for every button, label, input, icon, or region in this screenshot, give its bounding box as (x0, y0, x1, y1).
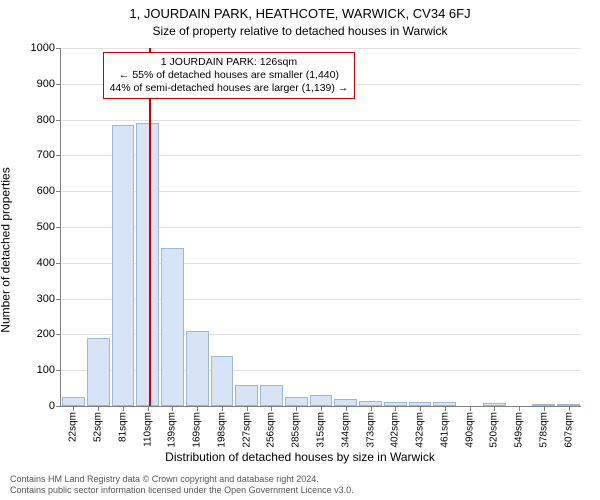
x-tick-mark (123, 406, 124, 411)
y-tick-label: 1000 (31, 42, 55, 54)
x-tick-mark (420, 406, 421, 411)
gridline (61, 48, 581, 49)
x-tick-mark (271, 406, 272, 411)
x-tick-label: 285sqm (291, 412, 302, 448)
histogram-bar (334, 399, 357, 406)
x-tick-mark (470, 406, 471, 411)
y-tick-mark (56, 263, 61, 264)
y-tick-label: 600 (37, 185, 55, 197)
x-tick-mark (321, 406, 322, 411)
x-tick-label: 315sqm (316, 412, 327, 448)
x-tick-mark (197, 406, 198, 411)
x-tick-label: 607sqm (563, 412, 574, 448)
y-tick-label: 400 (37, 257, 55, 269)
chart-subtitle: Size of property relative to detached ho… (0, 24, 600, 38)
x-tick-label: 52sqm (93, 412, 104, 442)
x-tick-mark (346, 406, 347, 411)
y-tick-label: 800 (37, 114, 55, 126)
y-tick-mark (56, 155, 61, 156)
y-tick-label: 500 (37, 221, 55, 233)
x-tick-mark (148, 406, 149, 411)
histogram-bar (211, 356, 234, 406)
y-axis-label-container: Number of detached properties (0, 0, 16, 500)
x-tick-label: 549sqm (514, 412, 525, 448)
x-tick-label: 402sqm (390, 412, 401, 448)
x-tick-label: 22sqm (68, 412, 79, 442)
histogram-bar (186, 331, 209, 406)
property-info-box: 1 JOURDAIN PARK: 126sqm← 55% of detached… (103, 52, 356, 99)
histogram-bar (112, 125, 135, 406)
histogram-bar (161, 248, 184, 406)
x-tick-mark (247, 406, 248, 411)
info-box-line: 44% of semi-detached houses are larger (… (110, 82, 349, 95)
x-tick-mark (494, 406, 495, 411)
footer-line: Contains HM Land Registry data © Crown c… (10, 474, 592, 485)
y-tick-label: 200 (37, 328, 55, 340)
x-tick-mark (395, 406, 396, 411)
histogram-bar (260, 385, 283, 406)
y-tick-mark (56, 84, 61, 85)
x-tick-mark (569, 406, 570, 411)
x-tick-mark (73, 406, 74, 411)
x-tick-mark (98, 406, 99, 411)
x-tick-label: 461sqm (439, 412, 450, 448)
x-tick-mark (445, 406, 446, 411)
info-box-line: 1 JOURDAIN PARK: 126sqm (110, 56, 349, 69)
y-tick-label: 0 (49, 400, 55, 412)
x-tick-label: 520sqm (489, 412, 500, 448)
x-tick-mark (172, 406, 173, 411)
histogram-bar (310, 395, 333, 406)
y-tick-mark (56, 299, 61, 300)
y-tick-mark (56, 227, 61, 228)
footer-line: Contains public sector information licen… (10, 485, 592, 496)
x-tick-label: 490sqm (464, 412, 475, 448)
x-tick-label: 139sqm (167, 412, 178, 448)
x-axis-label: Distribution of detached houses by size … (0, 450, 600, 464)
x-tick-label: 227sqm (241, 412, 252, 448)
address-title: 1, JOURDAIN PARK, HEATHCOTE, WARWICK, CV… (0, 6, 600, 21)
y-tick-label: 700 (37, 149, 55, 161)
x-tick-label: 110sqm (142, 412, 153, 447)
y-tick-label: 900 (37, 78, 55, 90)
x-tick-mark (544, 406, 545, 411)
x-tick-label: 432sqm (415, 412, 426, 448)
histogram-bar (87, 338, 110, 406)
x-tick-label: 373sqm (365, 412, 376, 448)
x-tick-label: 198sqm (216, 412, 227, 448)
x-tick-label: 81sqm (117, 412, 128, 442)
x-tick-label: 344sqm (340, 412, 351, 448)
x-tick-mark (296, 406, 297, 411)
histogram-plot: 0100200300400500600700800900100022sqm52s… (60, 48, 581, 407)
y-tick-label: 300 (37, 293, 55, 305)
y-axis-label: Number of detached properties (0, 167, 13, 332)
x-tick-mark (222, 406, 223, 411)
y-tick-label: 100 (37, 364, 55, 376)
histogram-bar (235, 385, 258, 406)
y-tick-mark (56, 120, 61, 121)
x-tick-label: 256sqm (266, 412, 277, 448)
x-tick-mark (371, 406, 372, 411)
y-tick-mark (56, 370, 61, 371)
property-marker-line (149, 48, 151, 406)
x-tick-mark (519, 406, 520, 411)
gridline (61, 120, 581, 121)
attribution-footer: Contains HM Land Registry data © Crown c… (10, 474, 592, 497)
histogram-bar (136, 123, 159, 406)
y-tick-mark (56, 406, 61, 407)
histogram-bar (285, 397, 308, 406)
y-tick-mark (56, 191, 61, 192)
x-tick-label: 169sqm (192, 412, 203, 448)
y-tick-mark (56, 48, 61, 49)
y-tick-mark (56, 334, 61, 335)
info-box-line: ← 55% of detached houses are smaller (1,… (110, 69, 349, 82)
x-tick-label: 578sqm (538, 412, 549, 448)
histogram-bar (62, 397, 85, 406)
